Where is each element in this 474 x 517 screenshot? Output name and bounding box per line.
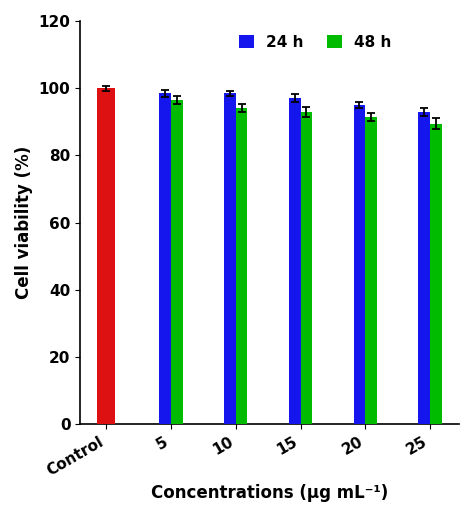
Bar [97,88,115,424]
Bar [354,105,365,424]
Bar [419,112,430,424]
Bar [430,124,442,424]
Bar [159,93,171,424]
Y-axis label: Cell viability (%): Cell viability (%) [15,146,33,299]
X-axis label: Concentrations (μg mL⁻¹): Concentrations (μg mL⁻¹) [151,484,388,502]
Bar [289,98,301,424]
Bar [224,93,236,424]
Bar [365,117,377,424]
Bar [236,109,247,424]
Bar [171,100,182,424]
Legend: 24 h, 48 h: 24 h, 48 h [233,28,398,56]
Bar [301,112,312,424]
